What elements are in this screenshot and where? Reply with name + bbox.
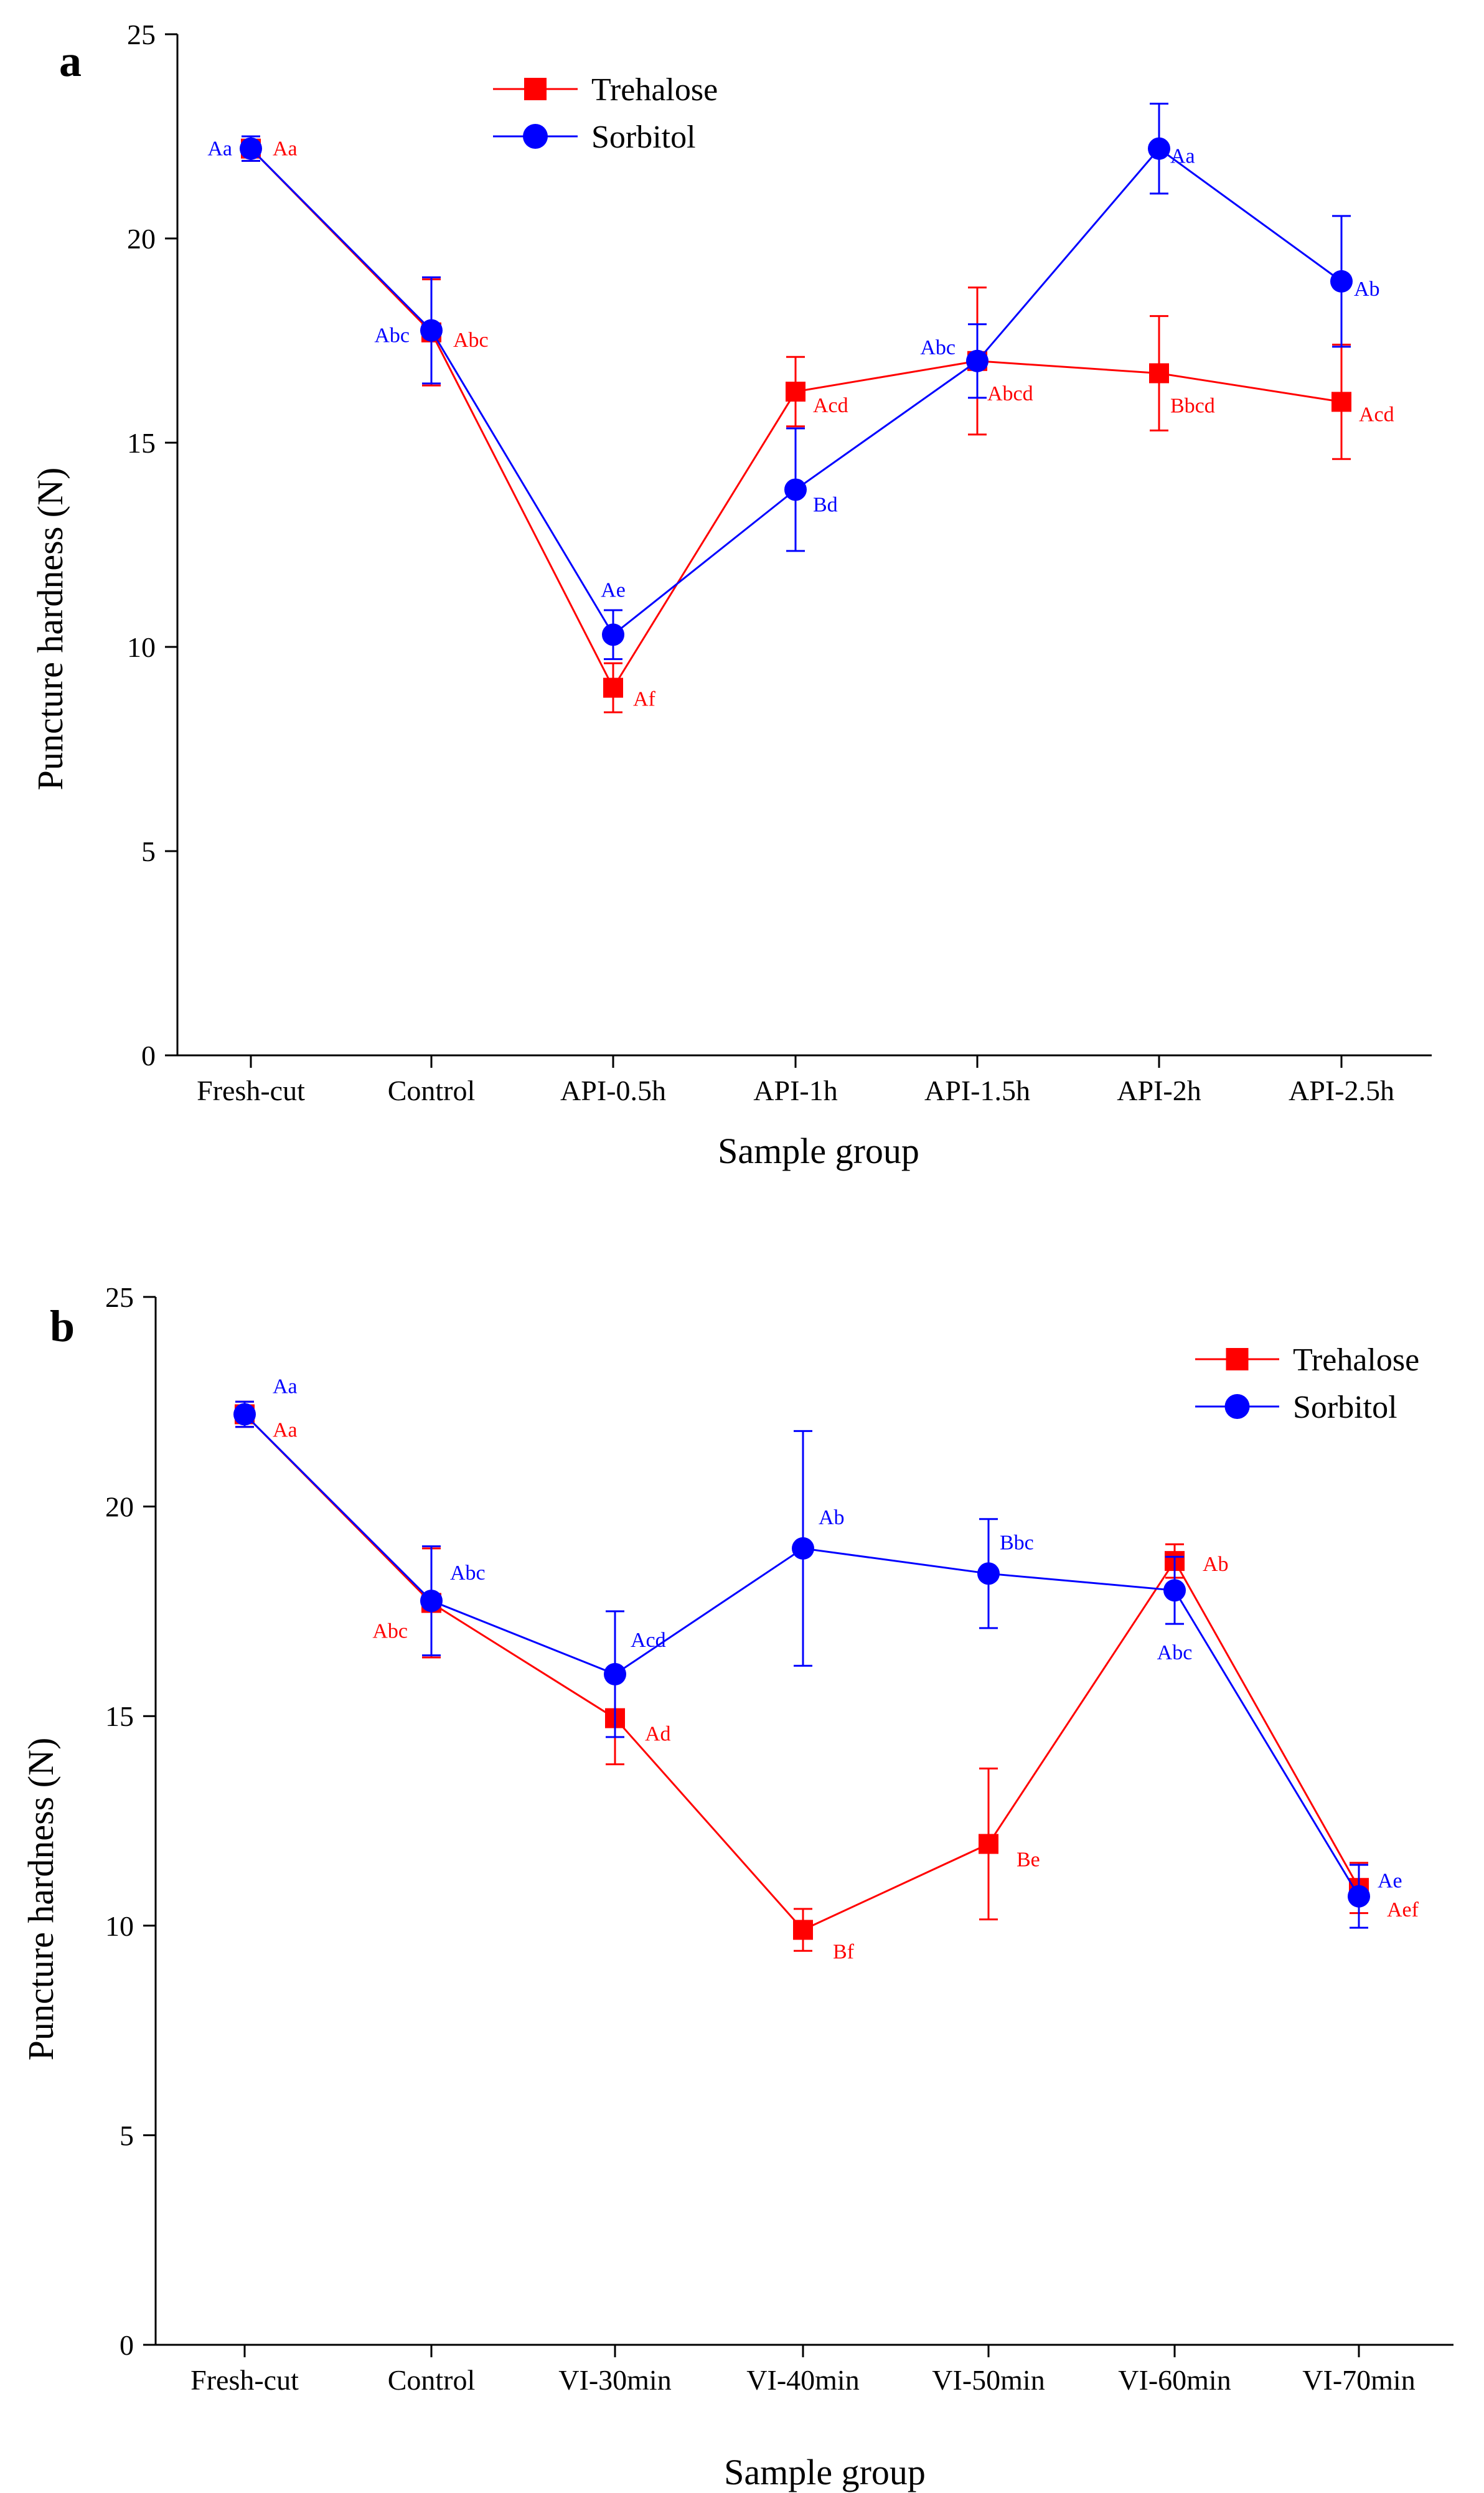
trehalose-data-label-a: Acd — [813, 394, 848, 417]
legend-label-trehalose-a: Trehalose — [591, 72, 718, 108]
legend-label-sorbitol-a: Sorbitol — [591, 120, 696, 155]
trehalose-point-a — [786, 382, 805, 402]
sorbitol-data-label-a: Abc — [374, 324, 410, 347]
sorbitol-data-label-a: Bd — [813, 493, 838, 516]
trehalose-data-label-a: Af — [633, 688, 656, 711]
y-tick-label-a: 0 — [141, 1040, 156, 1072]
legend-marker-sorbitol-a — [523, 124, 548, 149]
y-tick-label-a: 10 — [127, 631, 156, 663]
sorbitol-point-b — [977, 1562, 1000, 1585]
legend-marker-sorbitol-b — [1224, 1394, 1250, 1419]
sorbitol-point-b — [1348, 1885, 1370, 1908]
y-tick-label-b: 0 — [120, 2329, 134, 2361]
y-tick-label-a: 5 — [141, 836, 156, 867]
trehalose-data-label-a: Aa — [273, 138, 298, 161]
legend-marker-trehalose-b — [1226, 1348, 1249, 1370]
y-tick-label-a: 20 — [127, 223, 156, 255]
x-tick-label-b: VI-30min — [558, 2364, 671, 2396]
x-tick-label-a: API-2.5h — [1289, 1075, 1394, 1106]
x-tick-label-a: API-1.5h — [924, 1075, 1030, 1106]
sorbitol-data-label-a: Aa — [1170, 145, 1195, 168]
x-tick-label-a: API-0.5h — [560, 1075, 666, 1106]
sorbitol-point-a — [602, 623, 624, 646]
trehalose-data-label-b: Bf — [833, 1941, 855, 1964]
y-tick-label-b: 5 — [120, 2119, 134, 2151]
sorbitol-point-b — [1163, 1579, 1186, 1602]
sorbitol-point-a — [240, 137, 262, 160]
legend-label-trehalose-b: Trehalose — [1293, 1342, 1419, 1378]
y-tick-label-b: 10 — [105, 1910, 134, 1942]
sorbitol-point-b — [604, 1662, 626, 1685]
trehalose-data-label-b: Ab — [1203, 1553, 1229, 1576]
x-tick-label-b: VI-50min — [932, 2364, 1045, 2396]
trehalose-point-b — [979, 1834, 998, 1854]
x-tick-label-b: Control — [388, 2364, 476, 2396]
y-axis-title-a: Puncture hardness (N) — [30, 468, 70, 791]
trehalose-data-label-b: Aef — [1387, 1898, 1419, 1921]
sorbitol-data-label-a: Ab — [1354, 278, 1380, 301]
trehalose-point-b — [793, 1920, 813, 1940]
sorbitol-point-a — [966, 349, 989, 372]
trehalose-data-label-a: Bbcd — [1170, 394, 1215, 417]
sorbitol-point-a — [1148, 137, 1170, 160]
panel-label-b: b — [50, 1301, 75, 1351]
x-axis-title-a: Sample group — [718, 1131, 919, 1171]
sorbitol-point-a — [1330, 270, 1353, 293]
sorbitol-data-label-a: Abc — [920, 336, 956, 359]
sorbitol-data-label-b: Acd — [631, 1629, 666, 1652]
x-axis-title-b: Sample group — [724, 2452, 926, 2492]
trehalose-data-label-a: Abcd — [987, 382, 1033, 405]
sorbitol-data-label-b: Aa — [273, 1375, 298, 1398]
sorbitol-point-b — [420, 1590, 443, 1613]
x-tick-label-a: API-1h — [753, 1075, 837, 1106]
sorbitol-data-label-b: Ae — [1378, 1870, 1402, 1893]
x-tick-label-b: Fresh-cut — [190, 2364, 299, 2396]
trehalose-line-b — [243, 1413, 1360, 1931]
sorbitol-data-label-b: Bbc — [1000, 1531, 1034, 1554]
y-tick-label-a: 15 — [127, 427, 156, 459]
trehalose-point-a — [603, 677, 623, 698]
x-tick-label-b: VI-60min — [1118, 2364, 1231, 2396]
x-tick-label-a: Control — [388, 1075, 476, 1106]
trehalose-point-a — [1331, 392, 1351, 412]
x-tick-label-b: VI-70min — [1302, 2364, 1415, 2396]
panel-label-a: a — [59, 36, 82, 86]
sorbitol-point-b — [792, 1537, 814, 1560]
sorbitol-point-b — [233, 1403, 256, 1426]
chart-panel-b: b Puncture hardness (N) Sample group 0 5 1… — [21, 1281, 1453, 2492]
plot-area-a: 0 5 10 15 20 25 Fresh-cut Control API-0.5h API-1h… — [127, 19, 1432, 1106]
trehalose-data-label-b: Aa — [273, 1418, 298, 1441]
sorbitol-point-a — [420, 319, 443, 342]
sorbitol-data-label-b: Abc — [1157, 1641, 1193, 1664]
y-axis-title-b: Puncture hardness (N) — [21, 1738, 61, 2061]
trehalose-data-label-b: Ad — [645, 1723, 671, 1746]
sorbitol-data-label-b: Ab — [819, 1506, 845, 1529]
trehalose-data-label-b: Abc — [372, 1619, 408, 1642]
legend-label-sorbitol-b: Sorbitol — [1293, 1390, 1397, 1425]
y-tick-label-b: 15 — [105, 1700, 134, 1732]
plot-area-b: 0 5 10 15 20 25 Fresh-cut Control VI-30min VI-40m… — [105, 1281, 1453, 2396]
x-tick-label-a: Fresh-cut — [197, 1075, 305, 1106]
y-tick-label-b: 20 — [105, 1491, 134, 1523]
x-tick-label-a: API-2h — [1117, 1075, 1201, 1106]
legend-marker-trehalose-a — [524, 78, 547, 100]
trehalose-data-label-a: Acd — [1359, 403, 1394, 426]
sorbitol-point-a — [784, 478, 807, 501]
chart-panel-a: a Puncture hardness (N) Sample group 0 5 1… — [30, 19, 1432, 1171]
sorbitol-data-label-a: Aa — [207, 138, 232, 161]
trehalose-data-label-b: Be — [1017, 1849, 1040, 1872]
trehalose-data-label-a: Abc — [453, 329, 489, 352]
trehalose-point-a — [1149, 363, 1169, 384]
sorbitol-data-label-b: Abc — [450, 1562, 486, 1585]
y-tick-label-b: 25 — [105, 1281, 134, 1313]
y-tick-label-a: 25 — [127, 19, 156, 50]
x-tick-label-b: VI-40min — [746, 2364, 859, 2396]
sorbitol-data-label-a: Ae — [601, 578, 626, 601]
